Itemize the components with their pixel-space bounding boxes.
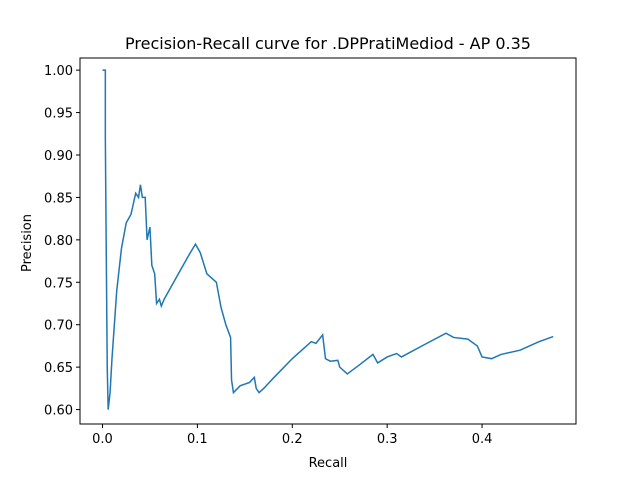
x-tick-label: 0.0 <box>92 432 113 447</box>
y-tick-label: 1.00 <box>44 64 73 79</box>
pr-curve <box>102 69 554 410</box>
y-tick-label: 0.60 <box>44 404 73 419</box>
x-tick-label: 0.1 <box>187 432 208 447</box>
y-tick-label: 0.80 <box>44 234 73 249</box>
y-tick-label: 0.70 <box>44 319 73 334</box>
y-tick-label: 0.85 <box>44 191 73 206</box>
y-tick-label: 0.75 <box>44 276 73 291</box>
x-tick-label: 0.2 <box>282 432 303 447</box>
y-tick-label: 0.90 <box>44 149 73 164</box>
x-tick-label: 0.4 <box>472 432 493 447</box>
chart-title: Precision-Recall curve for .DPPratiMedio… <box>125 34 531 53</box>
y-tick-label: 0.65 <box>44 361 73 376</box>
y-tick-label: 0.95 <box>44 107 73 122</box>
x-tick-label: 0.3 <box>377 432 398 447</box>
x-axis-label: Recall <box>309 456 348 471</box>
y-axis-label: Precision <box>20 214 35 272</box>
plot-frame <box>79 57 577 425</box>
